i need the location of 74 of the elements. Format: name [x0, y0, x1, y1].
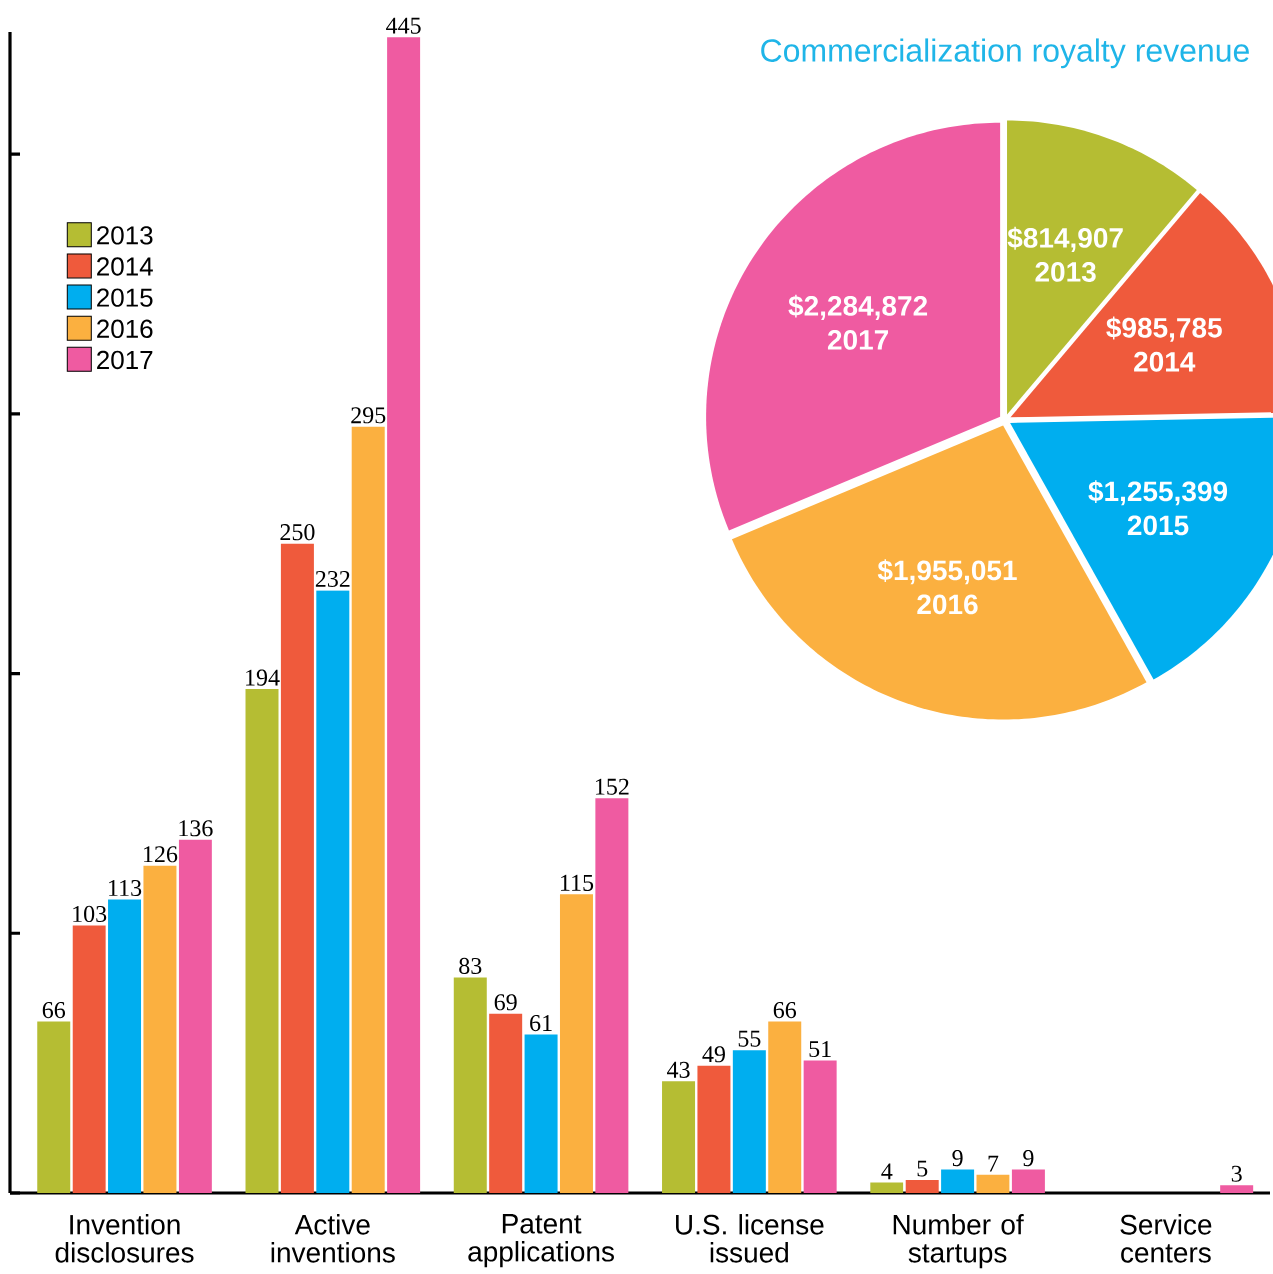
data-label: 445 — [386, 17, 421, 34]
bar — [387, 37, 421, 1193]
data-label: 115 — [561, 874, 594, 891]
data-label: 194 — [246, 669, 280, 686]
legend-label: 2013 — [97, 226, 153, 245]
data-label: 61 — [530, 1015, 552, 1032]
slice-label: 2017 — [827, 329, 889, 350]
data-label: 55 — [738, 1030, 761, 1047]
slice-label: 2014 — [1134, 351, 1196, 372]
bar — [976, 1174, 1010, 1193]
data-label: 43 — [667, 1061, 690, 1078]
data-label: 9 — [952, 1150, 963, 1167]
data-label: 5 — [917, 1160, 928, 1177]
data-label: 126 — [144, 846, 178, 863]
data-label: 152 — [595, 778, 629, 795]
bar — [489, 1013, 523, 1193]
bar — [941, 1169, 975, 1193]
data-label: $985,785 — [1106, 316, 1222, 342]
bar — [351, 426, 385, 1193]
bar — [453, 977, 487, 1193]
legend-label: 2017 — [97, 350, 153, 370]
x-tick-label: Active inventions — [271, 1214, 395, 1263]
bar — [697, 1065, 731, 1193]
bar — [905, 1180, 939, 1193]
bar — [316, 590, 350, 1193]
slice-label: 2013 — [1035, 262, 1096, 282]
bar — [870, 1182, 904, 1193]
bar — [732, 1050, 766, 1193]
x-tick-label: U.S. license issued — [676, 1214, 824, 1263]
data-label: 4 — [881, 1163, 893, 1180]
data-label: $1,955,051 — [877, 559, 1017, 585]
bar — [803, 1060, 837, 1193]
data-label: 51 — [809, 1041, 831, 1058]
slice-label: 2015 — [1127, 515, 1189, 536]
x-tick-label: Patent applications — [468, 1214, 614, 1268]
data-label: 66 — [773, 1002, 797, 1019]
data-label: $2,284,872 — [788, 294, 928, 320]
data-label: 136 — [179, 820, 213, 837]
data-label: 49 — [702, 1046, 725, 1063]
data-label: 103 — [73, 905, 107, 923]
data-label: 9 — [1023, 1150, 1034, 1167]
bar — [245, 689, 279, 1193]
bar — [559, 894, 593, 1193]
bar — [280, 543, 314, 1193]
bar — [72, 925, 106, 1193]
slice-label: 2016 — [917, 594, 978, 615]
legend-label: 2016 — [97, 319, 153, 339]
x-tick-label: Invention disclosures — [55, 1214, 194, 1263]
data-label: 232 — [315, 570, 350, 587]
bar — [143, 865, 177, 1193]
data-label: 113 — [109, 879, 142, 897]
chart-title: Commercialization royalty revenue — [761, 38, 1249, 69]
bar — [1220, 1185, 1254, 1193]
bar — [595, 798, 629, 1193]
data-label: $1,255,399 — [1088, 480, 1228, 506]
x-tick-label: Service centers — [1120, 1214, 1212, 1263]
bar — [37, 1021, 71, 1193]
data-label: 295 — [351, 407, 386, 424]
legend-label: 2014 — [97, 257, 153, 276]
data-label: 250 — [280, 524, 315, 541]
bar — [662, 1081, 696, 1193]
x-tick-label: Number of startups — [893, 1214, 1024, 1269]
bar — [108, 899, 142, 1193]
bar — [1011, 1169, 1045, 1193]
legend-label: 2015 — [97, 288, 153, 307]
bar — [178, 839, 212, 1193]
data-label: 3 — [1231, 1165, 1242, 1182]
data-label: 66 — [42, 1002, 66, 1019]
bar — [524, 1034, 558, 1193]
data-label: 7 — [988, 1155, 999, 1172]
bar — [768, 1021, 802, 1193]
data-label: 83 — [459, 957, 482, 974]
data-label: 69 — [494, 994, 517, 1011]
data-label: $814,907 — [1007, 226, 1123, 252]
